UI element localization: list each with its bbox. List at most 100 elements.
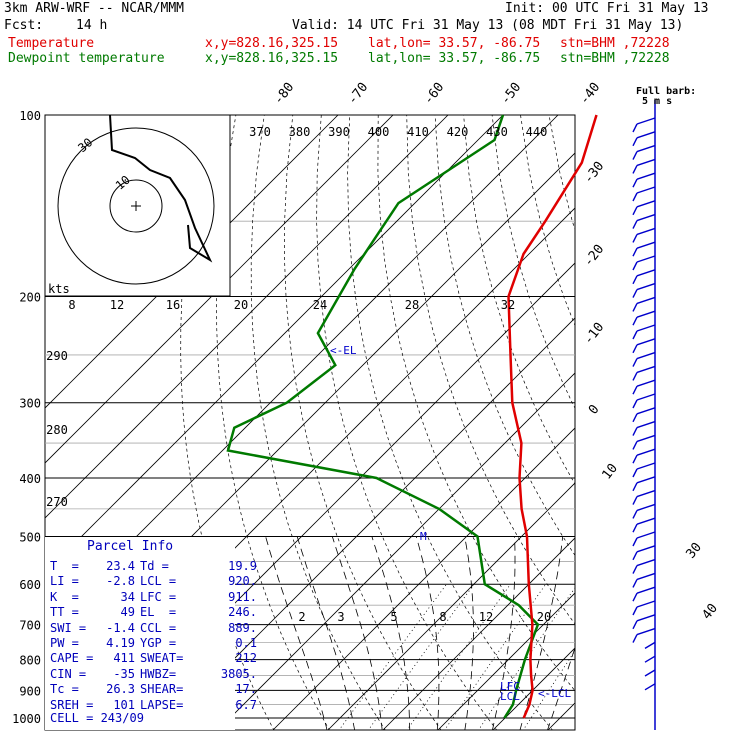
isotherm-label: -40 [577, 80, 603, 108]
dry-adiabat [284, 115, 442, 730]
wind-barb [636, 241, 656, 249]
isotherm-label: -30 [581, 159, 607, 187]
pressure-label: 300 [19, 397, 41, 411]
pressure-label: 500 [19, 530, 41, 544]
init-time: Init: 00 UTC Fri 31 May 13 [505, 1, 709, 16]
wind-barb [636, 186, 656, 194]
dry-adiabat-label: 270 [46, 495, 68, 509]
parcel-cell-text: T = [50, 559, 79, 573]
wind-barb [644, 641, 656, 650]
moist-adiabat [602, 526, 689, 731]
parcel-cell-text: 49 [120, 605, 135, 620]
dry-adiabat [377, 115, 575, 692]
isotherm-line [45, 115, 449, 519]
dry-adiabat [406, 115, 575, 625]
wind-barb [636, 600, 656, 608]
temperature-xy: x,y=828.16,325.15 [205, 36, 339, 51]
parcel-cell-text: LCL = [140, 574, 177, 589]
temperature-latlon: lat,lon= 33.57, -86.75 [368, 36, 541, 51]
wind-barb [636, 558, 656, 567]
theta-label: 380 [289, 125, 311, 139]
parcel-cell-text: 101 [113, 697, 135, 712]
wind-barb-flag [632, 551, 638, 561]
parcel-cell-text: 17. [235, 682, 257, 697]
isotherm-line [45, 115, 394, 464]
wind-barb [636, 586, 656, 594]
parcel-cell-text: 3805. [220, 666, 257, 681]
isotherm-label: -50 [498, 80, 524, 108]
wind-barb [636, 517, 656, 525]
mixing-ratio-label: 2 [298, 610, 305, 624]
wetbulb-label: 32 [501, 298, 515, 312]
mixing-ratio-line [338, 583, 447, 730]
pressure-label: 400 [19, 472, 41, 486]
parcel-cell-text: K = [50, 589, 79, 604]
mixing-ratio-line [477, 583, 575, 730]
lfc-ccl-marker: LFC [500, 680, 520, 693]
wind-barb [636, 407, 656, 415]
wind-barb-flag [632, 303, 638, 312]
moist-adiabat [574, 537, 575, 730]
pressure-label: 600 [19, 578, 41, 592]
parcel-cell-text: -35 [113, 666, 135, 681]
theta-label: 410 [407, 125, 429, 139]
isotherm-line [217, 372, 575, 730]
moist-adiabat [412, 537, 440, 730]
wind-barb [636, 365, 656, 374]
pressure-label: 700 [19, 619, 41, 633]
mixing-ratio-label: 20 [537, 610, 551, 624]
wind-barb-flag [632, 592, 638, 602]
mixing-ratio-label: 8 [439, 610, 446, 624]
dewpoint-xy: x,y=828.16,325.15 [205, 51, 339, 66]
hodograph-ring [57, 127, 215, 285]
parcel-cell-text: Td = [140, 559, 169, 573]
theta-label: 390 [328, 125, 350, 139]
parcel-cell-text: 23.4 [106, 559, 135, 573]
wind-barb [636, 351, 656, 360]
parcel-cell-text: 889. [228, 620, 257, 635]
isotherm-line [437, 592, 575, 730]
parcel-cell-text: CIN = [50, 666, 87, 681]
wind-barb [636, 200, 656, 208]
moist-adiabat [262, 537, 328, 730]
wind-barb-flag [632, 441, 638, 450]
wind-barb [636, 434, 656, 443]
wind-barb [636, 172, 656, 180]
wind-barb [644, 655, 656, 663]
wind-barb [636, 393, 656, 401]
isotherm-line [602, 87, 740, 730]
parcel-info-panel: Parcel Info T = 23.4 Td = 19.9 LI = -2.8 LCL =… [45, 537, 257, 730]
parcel-cell-text: TT = [50, 605, 79, 620]
parcel-cell-text: 0.1 [235, 636, 257, 650]
temperature-station: stn=BHM ,72228 [560, 36, 670, 51]
wind-barb-flag [632, 620, 638, 630]
temperature-legend: Temperature [8, 36, 95, 51]
dry-adiabat [578, 115, 740, 731]
fcst-hours: 14 h [76, 18, 108, 33]
wind-barb [636, 420, 656, 429]
wind-barb-flag [632, 454, 638, 464]
parcel-cell-text: LFC = [140, 589, 177, 604]
wind-barb-flag [632, 247, 638, 257]
mixing-ratio-line [443, 583, 547, 730]
moist-adiabat [546, 537, 575, 730]
mixing-ratio-label: 3 [337, 610, 344, 624]
wind-barb [636, 158, 656, 167]
theta-label: 400 [368, 125, 390, 139]
isotherm-line [327, 482, 575, 730]
temperature-line [507, 114, 598, 719]
wind-barb-flag [632, 151, 638, 160]
parcel-cell-text: CAPE = [50, 651, 94, 666]
wind-barb [636, 489, 656, 498]
dry-adiabat [691, 115, 740, 731]
moist-adiabats [262, 526, 689, 731]
isotherm-label: -10 [581, 320, 607, 348]
wind-barb [636, 545, 656, 553]
wind-barb [636, 144, 656, 153]
parcel-cell-text: PW = [50, 636, 79, 650]
wind-barb-flag [632, 165, 638, 174]
dewpoint-latlon: lat,lon= 33.57, -86.75 [368, 51, 541, 66]
wind-barb-flag [632, 579, 638, 588]
parcel-cell-text: 212 [235, 651, 257, 666]
